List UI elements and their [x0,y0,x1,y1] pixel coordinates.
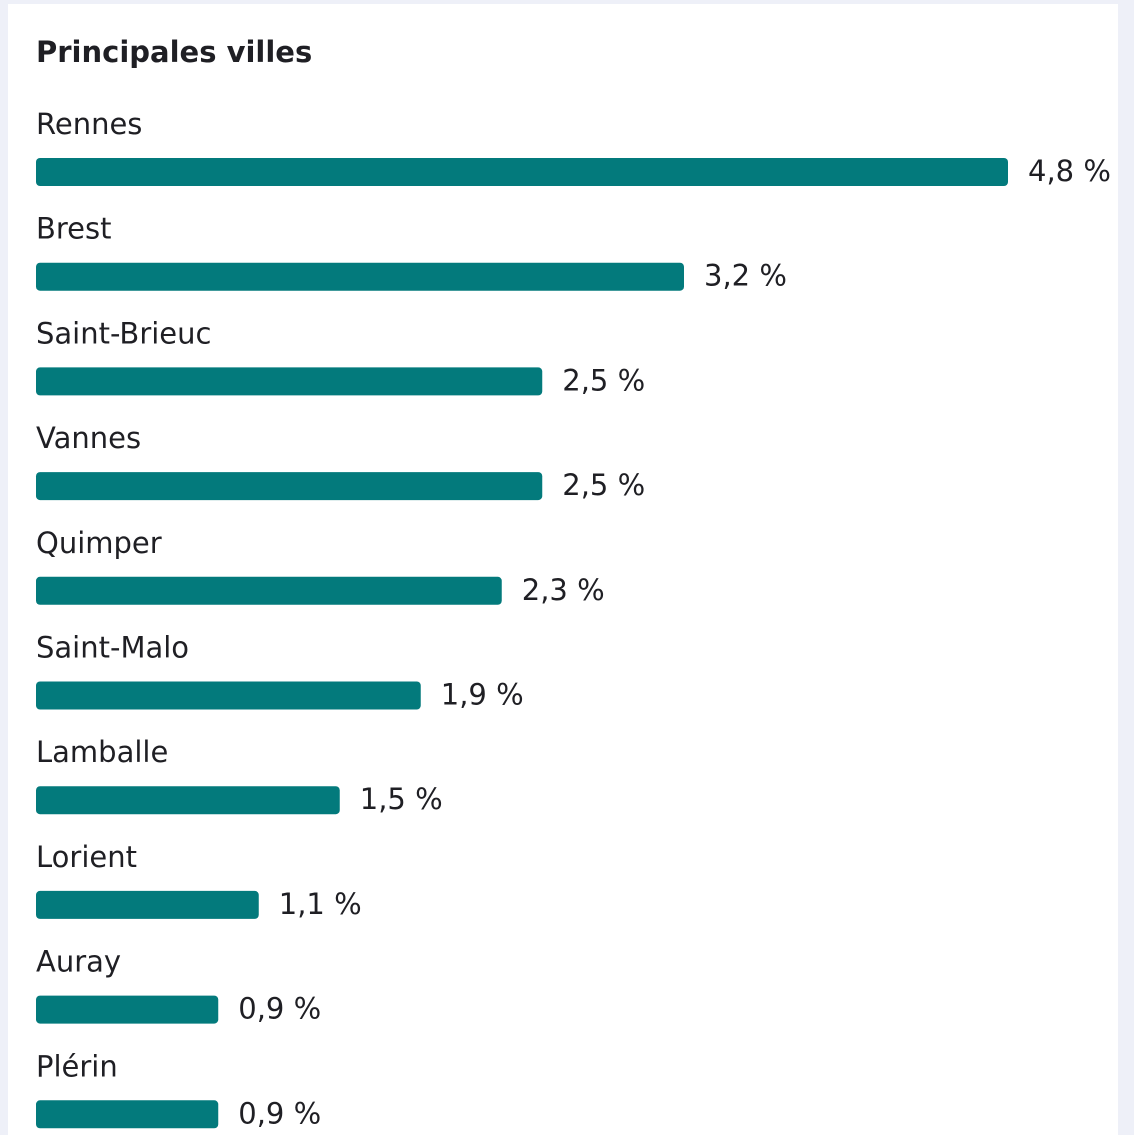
chart-title: Principales villes [36,35,312,69]
value-label: 1,9 % [441,678,524,712]
value-label: 0,9 % [238,1096,321,1130]
category-label: Lamballe [36,735,168,769]
category-label: Saint-Malo [36,631,189,665]
value-label: 2,5 % [562,468,645,502]
card-background [8,4,1118,1135]
category-label: Saint-Brieuc [36,316,211,350]
bar [36,472,543,501]
value-label: 4,8 % [1028,154,1111,188]
category-label: Plérin [36,1049,118,1083]
bar [36,786,340,815]
category-label: Lorient [36,840,137,874]
category-label: Brest [36,212,112,246]
bar [36,262,684,291]
bar [36,576,502,605]
category-label: Quimper [36,526,162,560]
value-label: 0,9 % [238,992,321,1026]
value-label: 3,2 % [704,259,787,293]
value-label: 2,3 % [522,573,605,607]
bar [36,890,259,919]
bar [36,367,543,396]
value-label: 2,5 % [562,363,645,397]
category-label: Rennes [36,107,142,141]
category-label: Vannes [36,421,141,455]
value-label: 1,1 % [279,887,362,921]
bar [36,995,219,1024]
bar [36,1100,219,1129]
value-label: 1,5 % [360,782,443,816]
category-label: Auray [36,945,121,979]
bar [36,681,421,710]
bar [36,158,1008,186]
